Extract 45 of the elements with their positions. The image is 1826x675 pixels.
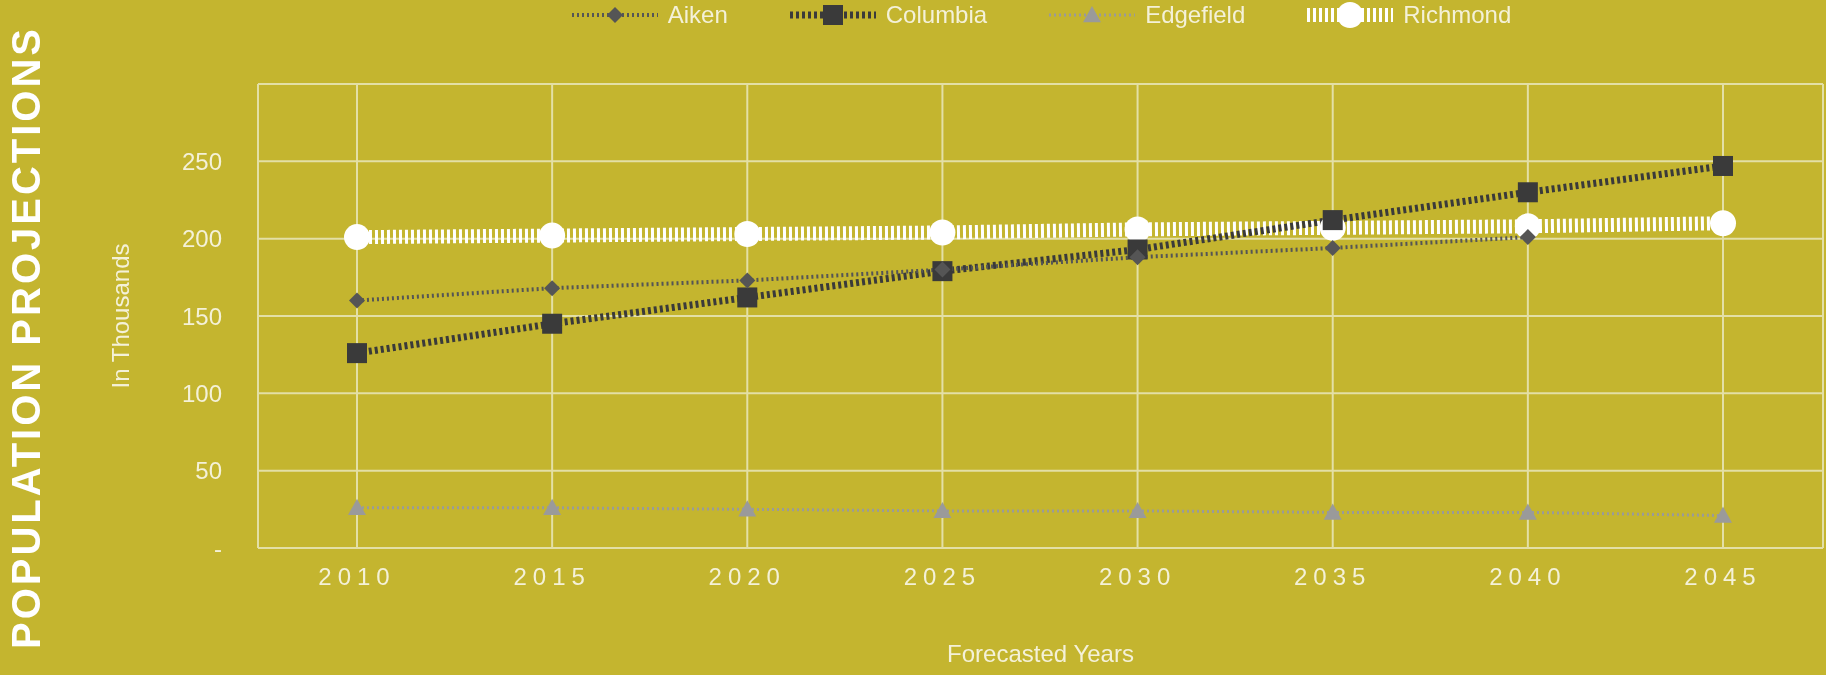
point bbox=[1519, 229, 1536, 246]
x-tick-label: 2040 bbox=[1489, 563, 1567, 591]
point bbox=[1713, 155, 1733, 176]
x-tick-label: 2045 bbox=[1684, 563, 1762, 591]
y-tick-label: 150 bbox=[181, 302, 222, 330]
point bbox=[734, 221, 761, 248]
x-tick-label: 2030 bbox=[1098, 563, 1177, 591]
point bbox=[738, 500, 757, 517]
x-tick-label: 2035 bbox=[1294, 563, 1372, 591]
text: POPULATION PROJECTIONS bbox=[4, 25, 50, 650]
point bbox=[1714, 506, 1732, 523]
x-tick-label: 2025 bbox=[903, 563, 982, 591]
point bbox=[929, 219, 956, 246]
point bbox=[1323, 503, 1342, 520]
point bbox=[1517, 182, 1538, 203]
point bbox=[349, 292, 365, 309]
point bbox=[544, 280, 561, 297]
point bbox=[737, 287, 758, 308]
legend-label: Edgefield bbox=[1145, 1, 1246, 29]
point bbox=[348, 498, 366, 515]
point bbox=[1129, 249, 1146, 266]
y-axis-title: In Thousands bbox=[106, 243, 134, 389]
y-tick-label: 200 bbox=[181, 225, 222, 253]
legend-label: Richmond bbox=[1403, 1, 1512, 29]
x-axis-title: Forecasted Years bbox=[946, 640, 1135, 668]
y-tick-label: 100 bbox=[181, 379, 222, 407]
y-tick-label: 250 bbox=[181, 147, 222, 175]
y-tick-label: 50 bbox=[195, 457, 222, 485]
point bbox=[542, 313, 563, 334]
y-tick-label: - bbox=[214, 534, 222, 562]
point bbox=[539, 222, 566, 249]
point bbox=[1128, 501, 1147, 519]
point bbox=[1518, 503, 1537, 520]
point bbox=[1710, 210, 1736, 237]
legend-label: Aiken bbox=[667, 1, 728, 29]
legend-label: Columbia bbox=[885, 1, 988, 29]
point bbox=[543, 498, 562, 515]
point bbox=[1324, 239, 1341, 256]
point bbox=[347, 343, 367, 364]
point bbox=[739, 272, 756, 289]
x-tick-label: 2020 bbox=[708, 563, 786, 591]
x-tick-label: 2010 bbox=[318, 563, 396, 591]
point bbox=[344, 224, 370, 251]
x-tick-label: 2015 bbox=[513, 563, 591, 591]
point bbox=[933, 501, 952, 519]
